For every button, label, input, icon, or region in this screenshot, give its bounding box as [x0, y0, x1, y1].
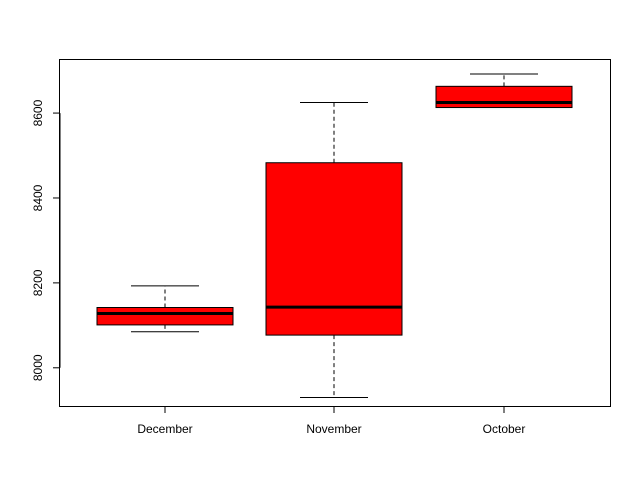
y-tick-label-8600: 8600 — [31, 99, 45, 126]
x-tick-label-november: November — [306, 422, 361, 436]
x-axis: December November October — [137, 406, 525, 436]
x-tick-label-october: October — [483, 422, 526, 436]
box-group-december — [96, 285, 234, 333]
boxplot-marks — [96, 73, 573, 399]
box-group-november — [265, 101, 403, 399]
y-tick-label-8400: 8400 — [31, 184, 45, 211]
box-december — [96, 307, 234, 326]
y-tick-label-8000: 8000 — [31, 354, 45, 381]
box-november — [265, 162, 403, 336]
y-axis: 8000 8200 8400 8600 — [31, 99, 61, 381]
y-tick-label-8200: 8200 — [31, 269, 45, 296]
x-tick-label-december: December — [137, 422, 192, 436]
box-october — [435, 85, 573, 109]
box-group-october — [435, 73, 573, 109]
